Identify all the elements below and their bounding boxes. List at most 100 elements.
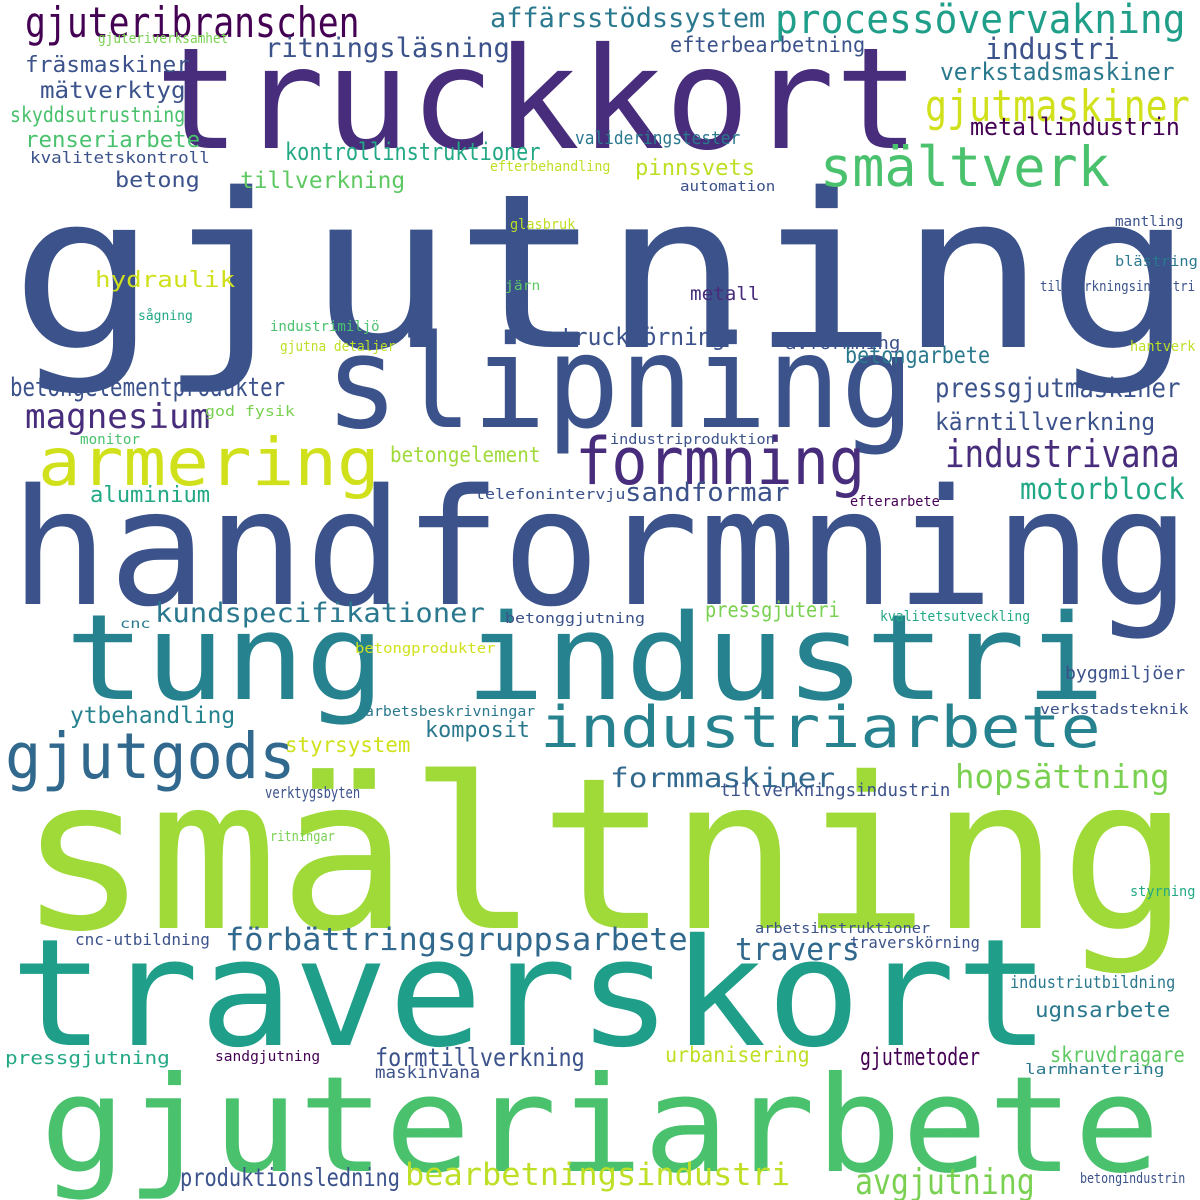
word-skruvdragare: skruvdragare <box>1050 1043 1185 1067</box>
word-avgjutning: avgjutning <box>855 1162 1035 1200</box>
word-hopsattning: hopsättning <box>955 757 1170 796</box>
word-aluminium: aluminium <box>90 483 211 508</box>
word-tillverkningsindustrin: tillverkningsindustrin <box>720 780 951 801</box>
word-tillverkningsindustri: tillverkningsindustri <box>1040 279 1196 295</box>
word-styrsystem: styrsystem <box>285 733 411 757</box>
word-glasbruk: glasbruk <box>510 217 576 233</box>
word-industriarbete: industriarbete <box>540 695 1101 761</box>
word-tung-industri: tung industri <box>65 590 1106 728</box>
word-truckkort: truckkort <box>155 18 920 182</box>
word-kundspecifikationer: kundspecifikationer <box>155 598 485 629</box>
word-gjutmetoder: gjutmetoder <box>860 1043 981 1071</box>
word-pressgjuteri: pressgjuteri <box>705 598 840 622</box>
word-betongelement: betongelement <box>390 443 541 467</box>
word-verkstadsmaskiner: verkstadsmaskiner <box>940 58 1175 86</box>
word-metall: metall <box>690 283 760 305</box>
word-gjutna-detaljer: gjutna detaljer <box>280 339 396 355</box>
word-kvalitetsutveckling: kvalitetsutveckling <box>880 609 1031 625</box>
word-hantverk: hantverk <box>1130 339 1196 355</box>
word-tillverkning: tillverkning <box>240 168 406 194</box>
word-larmhantering: larmhantering <box>1025 1062 1165 1078</box>
word-affarsstodssystem: affärsstödssystem <box>490 3 766 34</box>
word-verkstadsteknik: verkstadsteknik <box>1040 702 1189 718</box>
word-ugnsarbete: ugnsarbete <box>1035 998 1171 1022</box>
word-formmaskiner: formmaskiner <box>610 763 836 794</box>
word-industrimiljo: industrimiljö <box>270 319 380 335</box>
word-komposit: komposit <box>425 718 531 743</box>
word-gjutning: gjutning <box>10 147 1195 398</box>
word-sandgjutning: sandgjutning <box>215 1049 321 1065</box>
word-industrivana: industrivana <box>945 432 1180 476</box>
word-mantling: mantling <box>1115 214 1184 230</box>
word-metallindustrin: metallindustrin <box>970 113 1180 141</box>
word-forbattringsgruppsarbete: förbättringsgruppsarbete <box>225 922 688 958</box>
word-formning: formning <box>575 425 866 500</box>
word-sagning: sågning <box>138 309 193 324</box>
word-styrning: styrning <box>1130 884 1196 900</box>
word-armering: armering <box>38 424 380 501</box>
word-matverktyg: mätverktyg <box>40 78 186 104</box>
word-smaltverk: smältverk <box>820 135 1110 199</box>
word-betonggjutning: betonggjutning <box>505 611 645 627</box>
word-truckkorning: truckkörning <box>560 323 726 351</box>
word-formtillverkning: formtillverkning <box>375 1043 585 1072</box>
word-industriproduktion: industriproduktion <box>610 432 775 448</box>
word-betongelementprodukter: betongelementprodukter <box>10 373 286 403</box>
word-automation: automation <box>680 179 776 195</box>
word-ritningslasning: ritningsläsning <box>265 33 510 64</box>
word-arbetsinstruktioner: arbetsinstruktioner <box>755 921 931 937</box>
word-bearbetningsindustri: bearbetningsindustri <box>405 1157 791 1193</box>
word-byggmiljoer: byggmiljöer <box>1065 663 1186 684</box>
word-gjuteriarbete: gjuteriarbete <box>40 1049 1161 1200</box>
word-gjuteriverksamhet: gjuteriverksamhet <box>98 31 229 47</box>
word-god-fysik: god fysik <box>205 404 295 420</box>
word-skyddsutrustning: skyddsutrustning <box>10 103 186 127</box>
word-jarn: järn <box>505 279 541 294</box>
word-blastring: blästring <box>1115 254 1198 270</box>
word-kvalitetskontroll: kvalitetskontroll <box>30 148 210 167</box>
word-pressgjutning: pressgjutning <box>5 1048 170 1069</box>
word-sandformar: sandformar <box>625 478 790 508</box>
word-smaltning: smältning <box>18 732 1190 978</box>
word-cnc-utbildning: cnc-utbildning <box>75 930 210 949</box>
word-processovervakning: processövervakning <box>775 0 1186 43</box>
word-efterbearbetning: efterbearbetning <box>670 33 866 57</box>
word-ytbehandling: ytbehandling <box>70 703 236 729</box>
word-efterarbete: efterarbete <box>850 494 940 510</box>
word-handformning: handformning <box>10 455 1191 642</box>
word-travers: travers <box>735 932 860 968</box>
word-gjutmaskiner: gjutmaskiner <box>925 81 1190 132</box>
word-betongprodukter: betongprodukter <box>355 641 496 657</box>
word-magnesium: magnesium <box>25 397 211 437</box>
word-frasmaskiner: fräsmaskiner <box>25 53 190 78</box>
word-betongarbete: betongarbete <box>845 343 991 369</box>
word-industri: industri <box>985 32 1120 66</box>
word-betong: betong <box>115 168 200 192</box>
word-arbetsbeskrivningar: arbetsbeskrivningar <box>365 704 536 720</box>
word-karntillverkning: kärntillverkning <box>935 408 1156 436</box>
word-slipning: slipning <box>325 309 915 458</box>
word-pressgjutmaskiner: pressgjutmaskiner <box>935 373 1181 404</box>
word-motorblock: motorblock <box>1020 472 1185 506</box>
word-hydraulik: hydraulik <box>95 268 236 293</box>
word-avformning: avformning <box>785 333 901 354</box>
word-renseriarbete: renseriarbete <box>25 128 201 153</box>
word-maskinvana: maskinvana <box>375 1063 481 1083</box>
word-gjuteribranschen: gjuteribranschen <box>25 0 360 47</box>
word-kontrollinstruktioner: kontrollinstruktioner <box>285 138 541 166</box>
word-gjutgods: gjutgods <box>5 720 296 793</box>
word-valideringstester: valideringstester <box>575 128 741 149</box>
word-industriutbildning: industriutbildning <box>1010 973 1176 993</box>
word-urbanisering: urbanisering <box>665 1043 810 1067</box>
word-produktionsledning: produktionsledning <box>180 1163 401 1192</box>
word-ritningar: ritningar <box>270 829 335 845</box>
word-cnc: cnc <box>120 617 151 632</box>
word-verktygsbyten: verktygsbyten <box>265 783 361 802</box>
word-monitor: monitor <box>80 432 141 448</box>
word-traverskorning: traverskörning <box>850 933 980 952</box>
word-pinnsvets: pinnsvets <box>635 156 756 181</box>
word-efterbehandling: efterbehandling <box>490 159 611 175</box>
word-betongindustrin: betongindustrin <box>1080 1171 1186 1187</box>
word-traverskort: traverskort <box>10 908 1051 1081</box>
